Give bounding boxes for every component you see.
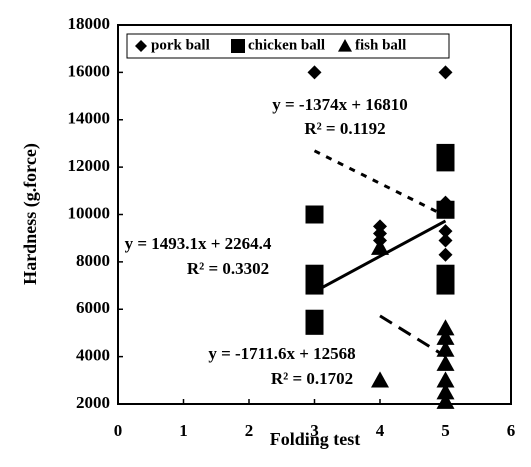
trendline	[315, 151, 446, 216]
x-tick-label: 0	[114, 421, 123, 440]
diamond-marker	[308, 65, 322, 79]
y-tick-label: 8000	[76, 251, 110, 270]
x-tick-label: 3	[310, 421, 319, 440]
y-tick-label: 6000	[76, 298, 110, 317]
y-tick-label: 18000	[68, 14, 111, 33]
x-tick-label: 2	[245, 421, 254, 440]
diamond-marker	[439, 248, 453, 262]
trendline-equation: y = -1711.6x + 12568	[208, 344, 355, 363]
y-tick-label: 12000	[68, 156, 111, 175]
square-marker	[306, 206, 324, 224]
y-tick-label: 4000	[76, 346, 110, 365]
square-marker	[306, 317, 324, 335]
y-axis-title: Hardness (g.force)	[20, 143, 41, 285]
trendline	[380, 316, 446, 357]
x-tick-label: 1	[179, 421, 188, 440]
triangle-marker	[371, 371, 389, 387]
diamond-marker	[439, 234, 453, 248]
y-tick-label: 14000	[68, 109, 111, 128]
x-tick-label: 5	[441, 421, 450, 440]
x-tick-label: 6	[507, 421, 516, 440]
y-tick-label: 10000	[68, 203, 111, 222]
legend-label: pork ball	[151, 37, 210, 53]
trendline-r2: R² = 0.1702	[271, 369, 353, 388]
square-marker	[437, 201, 455, 219]
square-marker	[231, 39, 245, 53]
trendline-equation: y = 1493.1x + 2264.4	[125, 234, 272, 253]
square-marker	[306, 277, 324, 295]
y-tick-label: 16000	[68, 61, 111, 80]
trendline-r2: R² = 0.1192	[304, 119, 385, 138]
chart: Folding test Hardness (g.force) 20004000…	[0, 0, 531, 467]
square-marker	[437, 277, 455, 295]
trendline-r2: R² = 0.3302	[187, 259, 269, 278]
legend-label: chicken ball	[248, 37, 325, 53]
x-tick-label: 4	[376, 421, 385, 440]
diamond-marker	[439, 65, 453, 79]
trendline-equation: y = -1374x + 16810	[272, 95, 408, 114]
y-tick-label: 2000	[76, 393, 110, 412]
legend-label: fish ball	[355, 37, 406, 53]
square-marker	[437, 153, 455, 171]
triangle-marker	[437, 355, 455, 371]
